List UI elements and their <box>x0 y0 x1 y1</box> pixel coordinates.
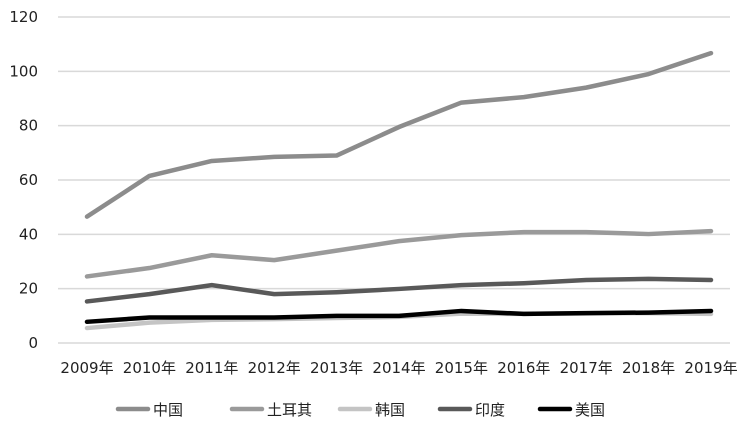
x-tick-label: 2011年 <box>185 359 238 377</box>
x-tick-label: 2010年 <box>123 359 176 377</box>
series-line-3 <box>84 276 714 304</box>
legend-label: 韩国 <box>375 401 405 419</box>
legend-label: 土耳其 <box>267 401 312 419</box>
y-tick-label: 120 <box>9 8 38 26</box>
x-tick-label: 2016年 <box>497 359 550 377</box>
x-tick-label: 2009年 <box>60 359 113 377</box>
y-tick-label: 60 <box>19 171 38 189</box>
x-tick-label: 2014年 <box>372 359 425 377</box>
series-line-1 <box>84 228 714 279</box>
x-tick-label: 2017年 <box>560 359 613 377</box>
x-tick-label: 2015年 <box>435 359 488 377</box>
x-tick-label: 2013年 <box>310 359 363 377</box>
x-tick-label: 2018年 <box>622 359 675 377</box>
series-line-0 <box>84 50 714 219</box>
y-tick-label: 100 <box>9 62 38 80</box>
x-tick-label: 2012年 <box>248 359 301 377</box>
y-tick-label: 20 <box>19 280 38 298</box>
y-tick-label: 0 <box>28 334 38 352</box>
y-tick-label: 40 <box>19 225 38 243</box>
legend-label: 中国 <box>153 401 183 419</box>
legend-label: 印度 <box>475 401 505 419</box>
x-tick-label: 2019年 <box>684 359 737 377</box>
legend-label: 美国 <box>575 401 605 419</box>
y-tick-label: 80 <box>19 117 38 135</box>
